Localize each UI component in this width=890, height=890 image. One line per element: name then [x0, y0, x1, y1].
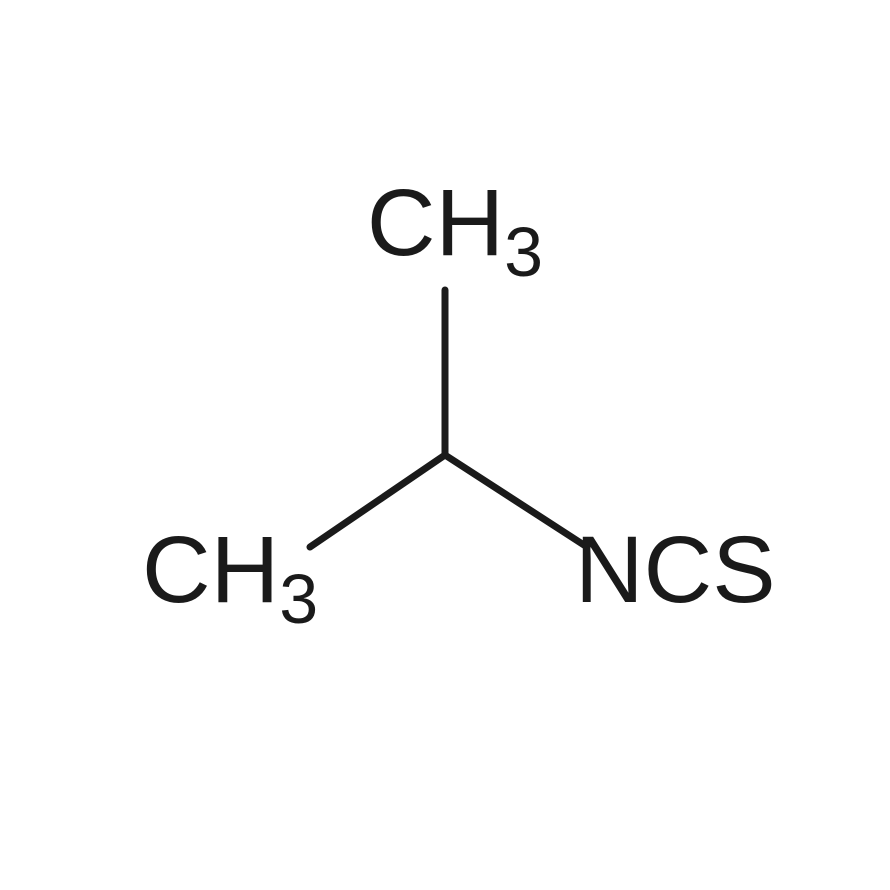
atom-label-sub: 3 — [504, 213, 543, 291]
atom-label-sub: 3 — [279, 560, 318, 638]
atom-label-main: CH — [142, 517, 279, 623]
atom-label: NCS — [575, 517, 776, 623]
atom-label-main: CH — [367, 170, 504, 276]
chemical-structure-diagram: CH3CH3NCS — [0, 0, 890, 890]
atom-label-main: NCS — [575, 517, 776, 623]
